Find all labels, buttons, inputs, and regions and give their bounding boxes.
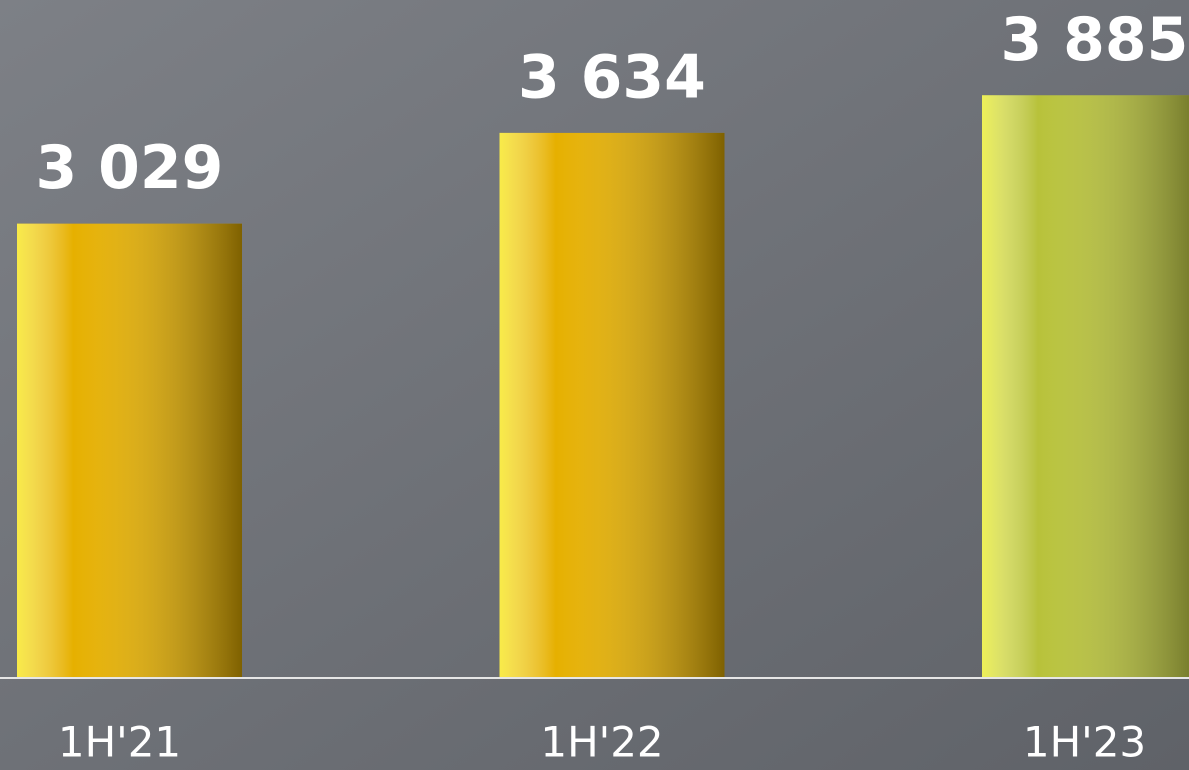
plot-area: 3 029 1H'21 3 634 1H'22 3 885 1H'23 [17,5,1189,767]
value-label: 3 634 [518,42,706,112]
bar-shade [499,132,725,678]
x-tick-label: 1H'23 [1023,718,1146,767]
value-label: 3 885 [1001,5,1189,75]
bar-shade [982,95,1189,678]
x-tick-label: 1H'22 [540,718,663,767]
bar-shade [17,223,242,678]
value-label: 3 029 [36,133,224,203]
x-tick-label: 1H'21 [58,718,181,767]
